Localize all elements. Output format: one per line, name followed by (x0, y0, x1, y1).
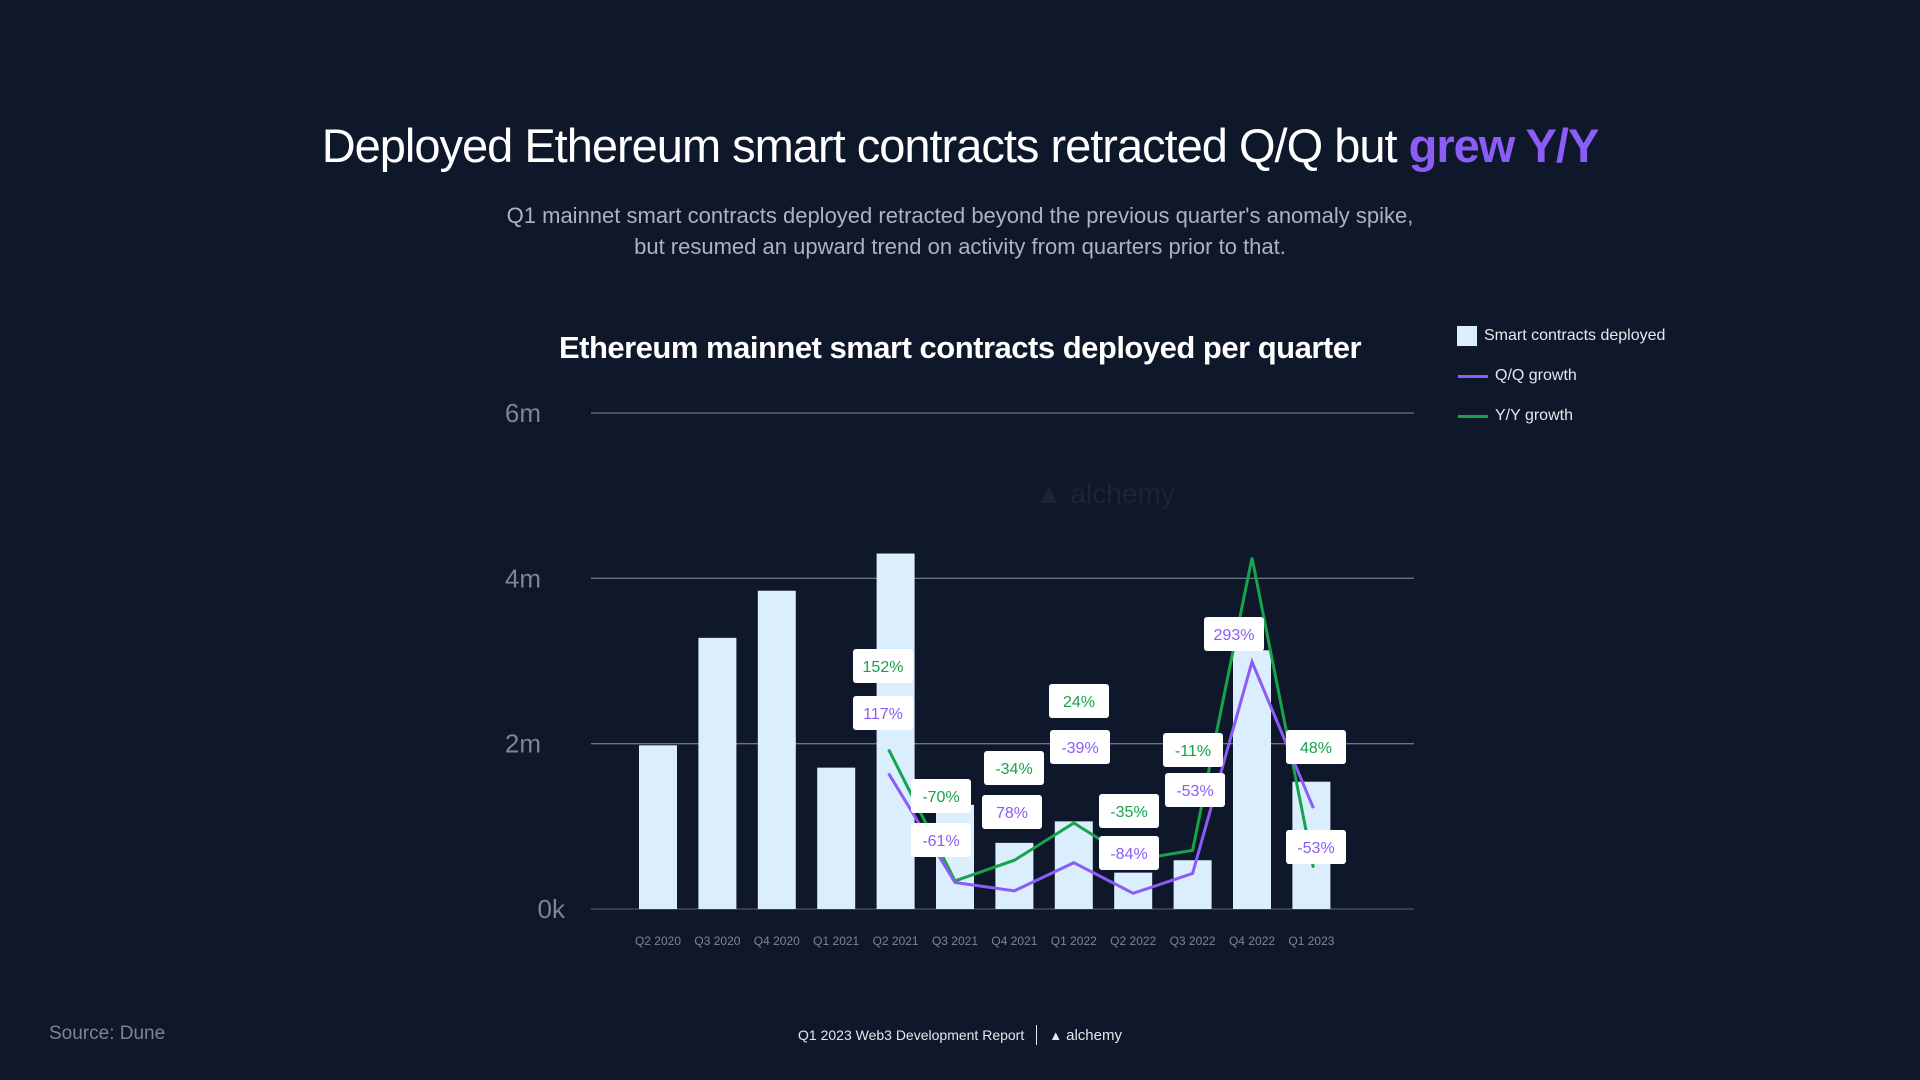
yy-data-label: 152% (863, 659, 904, 676)
title-accent: grew Y/Y (1408, 119, 1600, 172)
footer-divider (1036, 1025, 1038, 1045)
qq-data-label: -84% (1110, 846, 1147, 863)
x-tick-label: Q3 2021 (932, 934, 978, 948)
legend: Smart contracts deployed Q/Q growth Y/Y … (1457, 326, 1665, 446)
yy-data-label: 24% (1063, 694, 1095, 711)
subtitle-line-2: but resumed an upward trend on activity … (634, 234, 1286, 259)
y-tick-label: 6m (505, 398, 541, 428)
legend-item-qq: Q/Q growth (1458, 366, 1665, 386)
chart-title: Ethereum mainnet smart contracts deploye… (558, 330, 1362, 365)
chart: 0k 2m 4m 6m Q2 2020 Q3 2020 Q4 2020 Q1 2021 Q2 2… (505, 398, 1414, 948)
bar (1114, 872, 1153, 909)
x-tick-label: Q2 2022 (1110, 934, 1156, 948)
subtitle: Q1 mainnet smart contracts deployed retr… (0, 200, 1920, 262)
legend-item-contracts: Smart contracts deployed (1457, 326, 1665, 346)
bar (757, 590, 796, 909)
x-tick-label: Q1 2023 (1288, 934, 1334, 948)
y-tick-label: 2m (505, 729, 541, 759)
yy-data-label: 48% (1300, 740, 1332, 757)
yy-label-box (1286, 730, 1346, 764)
qq-data-label: -39% (1061, 740, 1098, 757)
qq-data-label: 117% (863, 706, 903, 723)
legend-item-yy: Y/Y growth (1458, 406, 1665, 426)
legend-swatch-yy (1458, 414, 1488, 418)
yy-data-label: -35% (1110, 804, 1147, 821)
qq-label-box (1099, 836, 1159, 870)
qq-label-box (982, 795, 1042, 829)
qq-data-label: 78% (996, 805, 1028, 822)
qq-label-box (1165, 773, 1225, 807)
qq-growth-line (887, 657, 1315, 895)
alchemy-watermark: ▲ alchemy (1035, 478, 1175, 509)
qq-data-label: -53% (1297, 840, 1334, 857)
qq-label-box (1286, 830, 1346, 864)
bar (698, 637, 737, 909)
report-name: Q1 2023 Web3 Development Report (798, 1027, 1025, 1043)
bar (1173, 860, 1212, 909)
yy-data-label: -11% (1175, 743, 1211, 760)
bar (817, 767, 856, 909)
x-tick-label: Q3 2022 (1170, 934, 1216, 948)
x-tick-label: Q4 2022 (1229, 934, 1275, 948)
x-tick-label: Q1 2022 (1051, 934, 1097, 948)
bar (1054, 821, 1093, 909)
x-tick-label: Q1 2021 (813, 934, 859, 948)
subtitle-line-1: Q1 mainnet smart contracts deployed retr… (506, 203, 1414, 228)
legend-swatch-bar (1457, 326, 1477, 346)
x-tick-label: Q3 2020 (694, 934, 740, 948)
x-tick-label: Q4 2021 (991, 934, 1037, 948)
qq-label-box (1050, 730, 1110, 764)
qq-label-box (1204, 617, 1264, 651)
qq-label-box (911, 823, 971, 857)
alchemy-logo-icon: ▲ (1049, 1027, 1063, 1043)
y-tick-label: 0k (538, 894, 566, 924)
y-tick-label: 4m (505, 563, 541, 593)
yy-label-box (853, 649, 913, 683)
yy-label-box (1049, 684, 1109, 718)
yy-label-box (1163, 733, 1223, 767)
x-tick-label: Q2 2020 (635, 934, 681, 948)
qq-label-box (853, 696, 913, 730)
bar (1233, 650, 1271, 909)
bar (876, 553, 915, 909)
footer: Q1 2023 Web3 Development Report ▲ alchemy (0, 1025, 1920, 1045)
source-note: Source: Dune (49, 1023, 166, 1044)
x-tick-label: Q2 2021 (873, 934, 919, 948)
qq-data-label: 293% (1214, 627, 1255, 644)
yy-data-label: -70% (922, 789, 959, 806)
qq-data-label: -53% (1176, 783, 1213, 800)
yy-label-box (984, 751, 1044, 785)
alchemy-logo: ▲ alchemy (1049, 1026, 1122, 1044)
legend-swatch-qq (1458, 374, 1488, 378)
x-tick-label: Q4 2020 (754, 934, 800, 948)
yy-label-box (1099, 794, 1159, 828)
page-title: Deployed Ethereum smart contracts retrac… (321, 119, 1600, 172)
yy-data-label: -34% (995, 761, 1032, 778)
qq-data-label: -61% (922, 833, 959, 850)
bar (639, 745, 677, 909)
yy-label-box (911, 779, 971, 813)
